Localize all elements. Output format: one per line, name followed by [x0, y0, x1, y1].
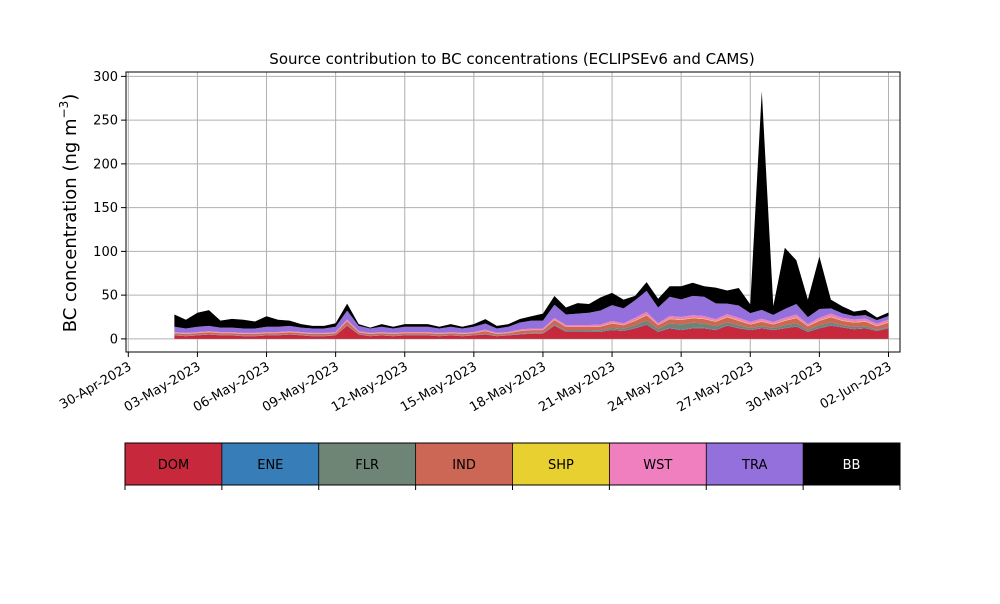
- y-axis-label: BC concentration (ng m−3): [57, 94, 81, 333]
- area-series-flr: [174, 320, 889, 336]
- legend-swatch-shp: [512, 443, 610, 485]
- x-tick-label: 30-May-2023: [744, 359, 826, 415]
- x-tick-label: 03-May-2023: [122, 359, 204, 415]
- chart-title: Source contribution to BC concentrations…: [269, 50, 754, 68]
- legend-colorbar: DOM ENE FLR IND SHP WST TRA BB: [124, 442, 901, 490]
- y-axis-label-exponent: −3: [57, 101, 71, 119]
- y-tick-label: 50: [101, 289, 118, 304]
- x-tick-label: 21-May-2023: [536, 359, 618, 415]
- legend-label-ene: ENE: [257, 458, 283, 473]
- plot-frame: [125, 71, 901, 353]
- area-layer: [174, 91, 889, 339]
- x-tick-label: 24-May-2023: [605, 359, 687, 415]
- y-axis-label-main: BC concentration (ng m: [60, 118, 81, 332]
- x-tick-label: 27-May-2023: [675, 359, 757, 415]
- legend-swatch-wst: [609, 443, 707, 485]
- area-series-dom: [174, 324, 889, 339]
- y-tick-label: 150: [93, 201, 118, 216]
- area-series-bb: [174, 91, 889, 329]
- axis-layer: 05010015020025030030-Apr-202303-May-2023…: [57, 70, 901, 415]
- legend-swatch-ind: [415, 443, 513, 485]
- y-axis-label-close: ): [60, 94, 81, 101]
- legend-label-ind: IND: [452, 458, 476, 473]
- legend-swatch-flr: [318, 443, 416, 485]
- area-series-ind: [174, 315, 889, 336]
- y-tick-label: 100: [93, 245, 118, 260]
- x-tick-label: 12-May-2023: [329, 359, 411, 415]
- area-series-wst: [174, 311, 889, 334]
- x-tick-label: 02-Jun-2023: [818, 359, 895, 412]
- legend-label-tra: TRA: [741, 458, 767, 473]
- legend-swatch-tra: [706, 443, 804, 485]
- legend-swatch-bb: [803, 443, 900, 485]
- legend-label-wst: WST: [643, 458, 672, 473]
- x-tick-label: 06-May-2023: [191, 359, 273, 415]
- x-tick-label: 15-May-2023: [398, 359, 480, 415]
- legend-label-dom: DOM: [158, 458, 189, 473]
- legend-label-shp: SHP: [548, 458, 574, 473]
- legend-swatch-ene: [221, 443, 319, 485]
- x-tick-label: 09-May-2023: [260, 359, 342, 415]
- x-tick-label: 18-May-2023: [467, 359, 549, 415]
- legend-swatch-dom: [125, 443, 222, 485]
- y-tick-label: 200: [93, 157, 118, 172]
- y-tick-label: 250: [93, 114, 118, 129]
- y-tick-label: 0: [110, 332, 118, 347]
- legend-label-bb: BB: [843, 458, 861, 473]
- legend-label-flr: FLR: [355, 458, 379, 473]
- y-tick-label: 300: [93, 70, 118, 85]
- area-series-tra: [174, 290, 889, 333]
